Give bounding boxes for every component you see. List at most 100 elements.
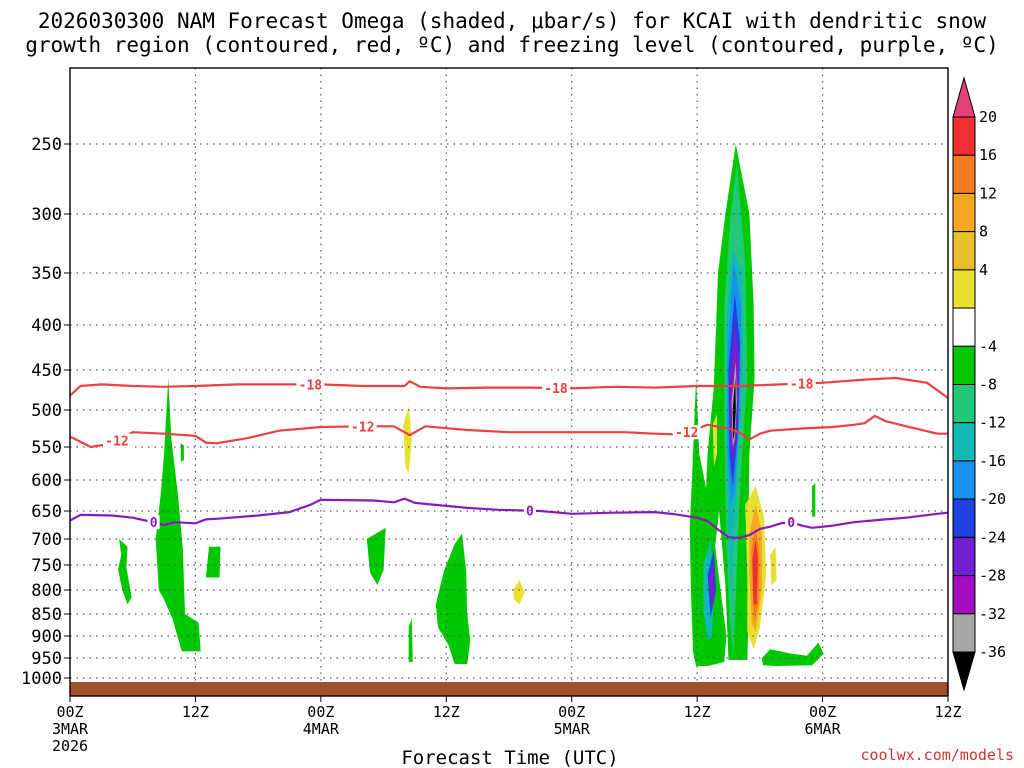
ytick-label-500: 500 (31, 401, 62, 421)
xtick-label-0-1: 3MAR (52, 720, 89, 738)
ytick-label-800: 800 (31, 581, 62, 601)
omega-green-4z-d1 (118, 539, 132, 605)
ytick-label-950: 950 (31, 649, 62, 669)
colorbar-label-7: -12 (979, 414, 1006, 432)
dgz-bottom-label-1: -12 (675, 426, 698, 441)
colorbar-label-12: -32 (979, 605, 1006, 623)
omega-black-12z (732, 378, 736, 440)
freezing-level-label-bg-1 (523, 503, 536, 518)
dgz-top-label-bg-0 (296, 377, 325, 392)
colorbar-box-11 (952, 536, 976, 577)
xtick-label-4-1: 5MAR (554, 720, 591, 738)
xtick-label-7-0: 12Z (934, 703, 961, 721)
xtick-label-4-0: 00Z (558, 703, 585, 721)
dgz-top-label-bg-1 (542, 381, 571, 396)
colorbar-label-8: -16 (979, 452, 1006, 470)
freezing-level-label-2: 0 (787, 516, 795, 531)
colorbar-top-triangle (952, 76, 976, 118)
omega-red-13z (752, 539, 758, 605)
ytick-label-650: 650 (31, 502, 62, 522)
xtick-label-6-1: 6MAR (805, 720, 842, 738)
chart-title-line1: 2026030300 NAM Forecast Omega (shaded, μ… (38, 9, 987, 33)
dgz-top-label-2: -18 (790, 378, 814, 393)
dgz-top-label-bg-2 (787, 376, 816, 391)
ytick-label-450: 450 (31, 361, 62, 381)
dgz-top-label-1: -18 (544, 382, 568, 397)
colorbar-label-3: 8 (979, 223, 988, 241)
omega-green-5z-d2 (366, 527, 386, 585)
colorbar-box-6 (952, 345, 976, 385)
dgz-bottom-label-bg-0 (348, 419, 377, 434)
colorbar-label-10: -24 (979, 528, 1006, 546)
colorbar-box-0 (952, 116, 976, 156)
colorbar-label-2: 12 (979, 184, 997, 202)
omega-yellow-9z-d2 (403, 406, 412, 474)
colorbar-box-12 (952, 575, 976, 615)
credit-link[interactable]: coolwx.com/models (860, 746, 1014, 764)
colorbar-label-0: 20 (979, 108, 997, 126)
dgz-bottom-label-2: -12 (105, 435, 128, 450)
ytick-label-700: 700 (31, 530, 62, 550)
colorbar-label-11: -28 (979, 567, 1006, 585)
colorbar-bottom-triangle (952, 651, 976, 692)
xtick-label-5-0: 12Z (684, 703, 711, 721)
omega-green-12z-d2 (435, 533, 471, 664)
omega-green-9z-d1 (155, 378, 201, 652)
freezing-level-contour (69, 497, 949, 539)
ytick-label-400: 400 (31, 316, 62, 336)
xtick-label-0-0: 00Z (56, 703, 83, 721)
colorbar-box-5 (952, 307, 976, 347)
freezing-level-label-1: 0 (526, 505, 534, 520)
colorbar-label-5: -4 (979, 337, 997, 355)
omega-green-13z-d1 (205, 546, 221, 578)
plot-frame (69, 67, 949, 697)
omega-green-11z-d1 (180, 443, 184, 462)
colorbar-label-4: 4 (979, 261, 988, 279)
colorbar-box-10 (952, 498, 976, 538)
xtick-label-0-2: 2026 (52, 737, 88, 755)
dgz-top-label-0: -18 (299, 378, 323, 393)
colorbar-box-2 (952, 192, 976, 233)
xtick-label-1-0: 12Z (182, 703, 209, 721)
colorbar-box-1 (952, 154, 976, 194)
ytick-label-1000: 1000 (21, 669, 62, 689)
colorbar: 20 16 12 8 4 -4 -8 -12 -16 -20 -24 -28 -32 -36 (952, 76, 1006, 692)
colorbar-box-8 (952, 422, 976, 462)
xtick-label-2-0: 00Z (307, 703, 334, 721)
colorbar-box-3 (952, 231, 976, 271)
xtick-label-6-0: 00Z (809, 703, 836, 721)
freezing-level-label-bg-0 (147, 515, 160, 530)
dgz-bottom-label-bg-1 (672, 425, 701, 440)
colorbar-label-13: -36 (979, 643, 1006, 661)
ytick-label-750: 750 (31, 556, 62, 576)
colorbar-label-9: -20 (979, 490, 1006, 508)
ytick-label-900: 900 (31, 627, 62, 647)
omega-green-15z-d3 (761, 642, 824, 666)
ytick-label-300: 300 (31, 205, 62, 225)
x-axis-label: Forecast Time (UTC) (401, 747, 618, 768)
chart-title-line2: growth region (contoured, red, ºC) and f… (25, 33, 999, 57)
ground-terrain (70, 682, 948, 696)
freezing-level-label-bg-2 (785, 515, 798, 530)
omega-green-9z-d2-small (408, 618, 413, 662)
colorbar-box-4 (952, 269, 976, 309)
ytick-label-350: 350 (31, 264, 62, 284)
ytick-label-600: 600 (31, 471, 62, 491)
colorbar-box-9 (952, 460, 976, 500)
dgz-bottom-contour (69, 414, 948, 449)
dgz-bottom-label-bg-2 (103, 433, 132, 448)
ytick-label-550: 550 (31, 438, 62, 458)
colorbar-label-1: 16 (979, 146, 997, 164)
plot-area: 2503003504004505005506006507007508008509… (21, 67, 962, 755)
ytick-label-250: 250 (31, 135, 62, 155)
freezing-level-label-0: 0 (150, 516, 158, 531)
omega-purple-11z (708, 559, 715, 610)
colorbar-box-13 (952, 613, 976, 653)
colorbar-box-7 (952, 384, 976, 424)
colorbar-label-6: -8 (979, 376, 997, 394)
omega-yellow-18z-d2 (513, 580, 525, 605)
omega-green-21z-d3 (812, 483, 816, 517)
omega-yellow-15z (770, 546, 777, 585)
xtick-label-3-0: 12Z (433, 703, 460, 721)
